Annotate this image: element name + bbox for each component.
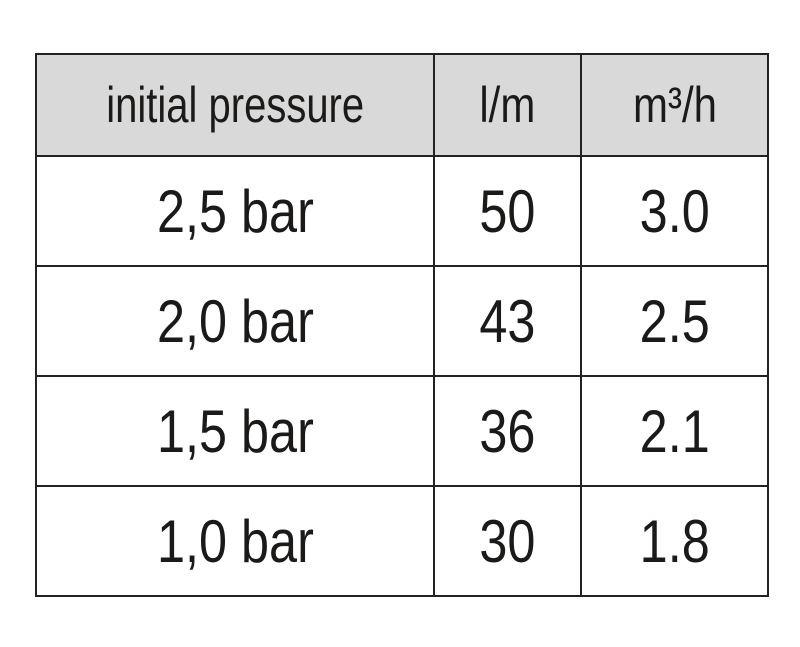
cell-text: 1,0 bar [156,507,314,575]
cell: 3.0 [580,155,769,267]
header-cell-text: initial pressure [106,77,364,133]
header-cell-text: l/m [479,77,536,133]
body-row: 2,0 bar 43 2.5 [35,265,769,377]
header-cell: l/m [433,53,582,157]
cell-text: 30 [479,507,536,575]
cell-text: 2,0 bar [156,287,314,355]
cell: 2.5 [580,265,769,377]
head-row: initial pressure l/m m³/h [35,53,769,157]
cell: 1,5 bar [35,375,435,487]
body-row: 1,5 bar 36 2.1 [35,375,769,487]
cell-text: 3.0 [639,177,710,245]
cell-text: 2.5 [639,287,710,355]
header-cell: initial pressure [35,53,435,157]
cell: 2.1 [580,375,769,487]
cell: 30 [433,485,582,597]
cell-text: 2,5 bar [156,177,314,245]
cell-text: 50 [479,177,536,245]
body-row: 1,0 bar 30 1.8 [35,485,769,597]
cell: 1,0 bar [35,485,435,597]
cell: 36 [433,375,582,487]
cell: 43 [433,265,582,377]
cell-text: 1,5 bar [156,397,314,465]
body-row: 2,5 bar 50 3.0 [35,155,769,267]
cell-text: 1.8 [639,507,710,575]
cell-text: 43 [479,287,536,355]
flow-table: initial pressure l/m m³/h 2,5 bar 50 3.0 2,0 b… [35,53,769,597]
cell: 2,5 bar [35,155,435,267]
header-cell: m³/h [580,53,769,157]
header-cell-text: m³/h [632,77,717,133]
cell: 1.8 [580,485,769,597]
cell: 2,0 bar [35,265,435,377]
cell-text: 2.1 [639,397,710,465]
cell-text: 36 [479,397,536,465]
table-body: initial pressure l/m m³/h 2,5 bar 50 3.0 2,0 b… [35,53,769,597]
cell: 50 [433,155,582,267]
